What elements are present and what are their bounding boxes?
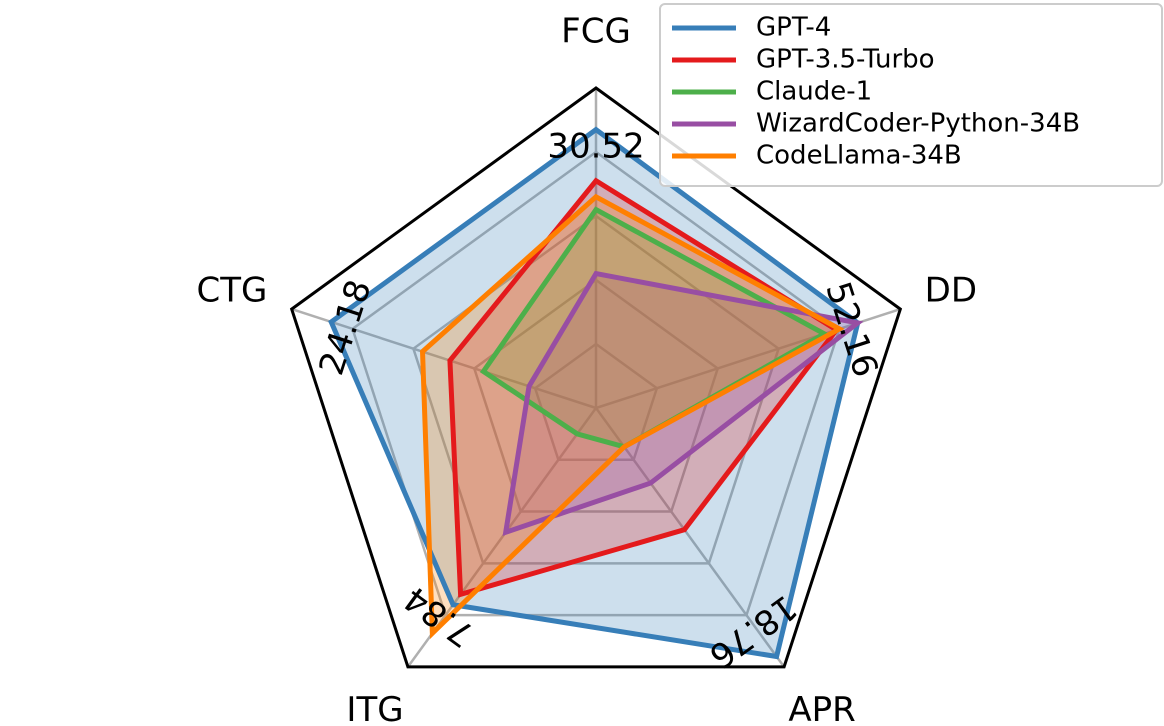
- series-area: [483, 209, 825, 447]
- series-area: [505, 273, 858, 533]
- grid-ring: [533, 342, 659, 462]
- legend-label: WizardCoder-Python-34B: [756, 109, 1080, 139]
- series-line: [419, 193, 845, 639]
- legend-label: GPT-4: [756, 13, 831, 43]
- axis-label: APR: [788, 690, 855, 726]
- legend-label: CodeLlama-34B: [756, 141, 962, 171]
- grid-spoke: [594, 407, 786, 668]
- legend: GPT-4GPT-3.5-TurboClaude-1WizardCoder-Py…: [659, 3, 1163, 187]
- legend-label: Claude-1: [756, 77, 872, 107]
- radar-grid: [289, 86, 903, 669]
- axis-label: CTG: [196, 271, 267, 311]
- grid-ring: [411, 214, 781, 565]
- axis-label: ITG: [346, 690, 403, 726]
- radar-frame: [289, 86, 903, 669]
- grid-ring: [351, 150, 841, 617]
- axis-max-label: 30.52: [547, 127, 644, 167]
- series-line: [479, 206, 830, 450]
- series-line: [328, 126, 861, 660]
- radar-series: [328, 126, 864, 660]
- grid-spoke: [595, 307, 901, 410]
- axis-label: FCG: [561, 12, 631, 52]
- legend-label: GPT-3.5-Turbo: [756, 45, 935, 75]
- grid-spoke: [291, 307, 597, 410]
- legend-box: [659, 3, 1163, 187]
- axis-label: DD: [925, 271, 977, 311]
